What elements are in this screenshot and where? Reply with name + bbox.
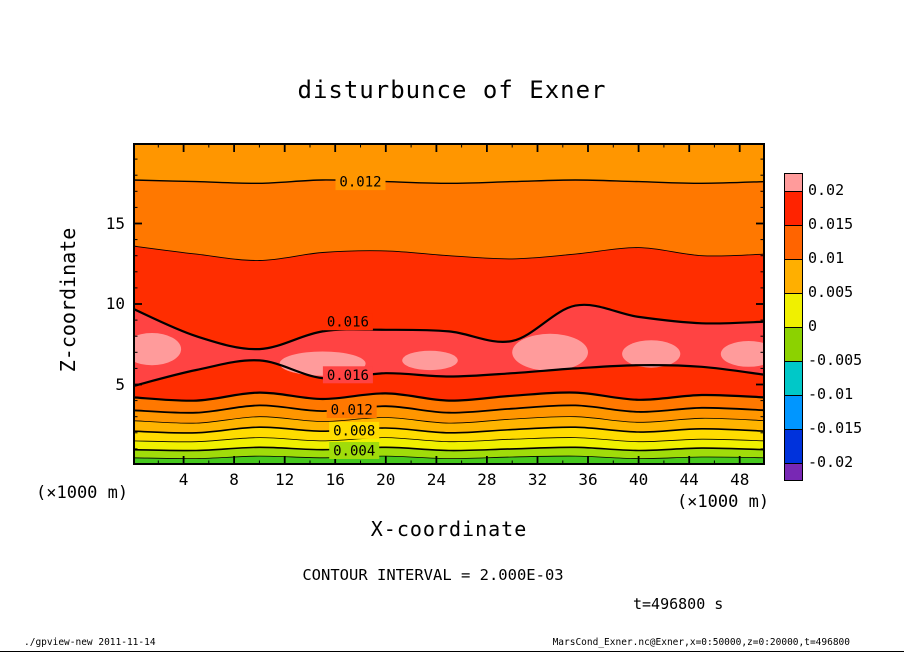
x-tick-label: 32 [527,470,548,489]
warm-anomaly-blob [512,333,588,371]
fill-band [133,143,765,184]
colorbar-label: 0.02 [808,181,845,199]
contour-line [133,245,765,261]
colorbar-label: 0 [808,317,818,335]
x-tick-label: 24 [426,470,446,489]
fill-band [133,179,765,261]
footer-left: ./gpview-new 2011-11-14 [24,637,156,648]
x-tick-label: 20 [376,470,396,489]
x-tick-label: 36 [578,470,598,489]
colorbar-label: -0.015 [808,419,863,437]
colorbar-label: 0.01 [808,249,845,267]
colorbar-segment [785,259,802,293]
contour-interval-note: CONTOUR INTERVAL = 2.000E-03 [302,566,564,584]
contour-line [133,391,765,402]
z-tick-label: 5 [115,374,125,394]
contour-label-box [326,401,377,418]
contour-label-box [322,366,373,384]
contour-line [133,303,765,351]
contour-line [133,455,765,460]
warm-anomaly-blob [133,333,182,366]
colorbar-label: -0.005 [808,351,863,369]
colorbar-label: -0.02 [808,453,854,471]
x-tick-label: 44 [679,470,699,489]
contour-label: 0.008 [333,423,375,439]
z-tick-label: 15 [105,213,125,233]
colorbar-segment [785,361,802,395]
colorbar-label: -0.01 [808,385,854,403]
colorbar-segment [785,293,802,327]
fill-band [133,437,765,451]
colorbar-label: 0.005 [808,283,854,301]
contour-label-box [329,421,380,439]
contour-label: 0.012 [339,175,381,191]
contour-line [133,446,765,452]
contour-label-box [335,173,386,191]
contour-line [133,404,765,414]
z-tick-label: 10 [105,294,125,313]
colorbar-segment [785,327,802,361]
fill-band [133,447,765,459]
contour-line [133,416,765,424]
contour-line [133,437,765,443]
x-tick-label: 48 [730,470,750,489]
fill-band [133,246,765,350]
plot-frame [133,143,765,465]
chart-title: disturbunce of Exner [297,76,607,104]
z-axis-unit: (×1000 m) [36,483,129,503]
fill-band [133,427,765,442]
x-tick-label: 12 [275,470,295,489]
x-tick-label: 8 [229,470,239,489]
z-axis-label: Z-coordinate [56,227,80,373]
contour-label: 0.012 [331,403,373,419]
contour-line [133,179,765,185]
time-label: t=496800 s [633,595,724,613]
x-tick-label: 28 [477,470,497,489]
contour-label: 0.004 [333,444,375,460]
contour-line [133,359,765,388]
contour-plot-canvas: 0.012 0.016 0.016 0.012 0.008 0.004 [133,143,765,465]
colorbar-segment [785,225,802,259]
warm-anomaly-blob [720,341,765,367]
colorbar-segment [785,191,802,225]
x-axis-label: X-coordinate [370,517,528,541]
warm-anomaly-blob [622,340,681,368]
contour-line [133,426,765,434]
colorbar-segment [785,395,802,429]
contour-label: 0.016 [327,315,369,331]
colorbar-segment [785,463,802,480]
x-tick-label: 40 [628,470,649,489]
bottom-rule [0,651,904,652]
colorbar-segment [785,174,802,191]
contour-label: 0.016 [327,368,369,384]
colorbar-segment [785,429,802,463]
footer-right: MarsCond_Exner.nc@Exner,x=0:50000,z=0:20… [552,637,850,648]
contour-plot-area: 0.012 0.016 0.016 0.012 0.008 0.004 [133,143,765,465]
x-axis-unit: (×1000 m) [676,492,770,512]
x-tick-label: 4 [178,470,189,489]
contour-label-box [322,313,373,331]
colorbar-label: 0.015 [808,215,854,233]
contour-label-box [329,442,380,459]
colorbar [784,173,803,481]
x-tick-label: 16 [325,470,345,489]
warm-anomaly-blob [402,350,458,371]
fill-band [133,456,765,465]
